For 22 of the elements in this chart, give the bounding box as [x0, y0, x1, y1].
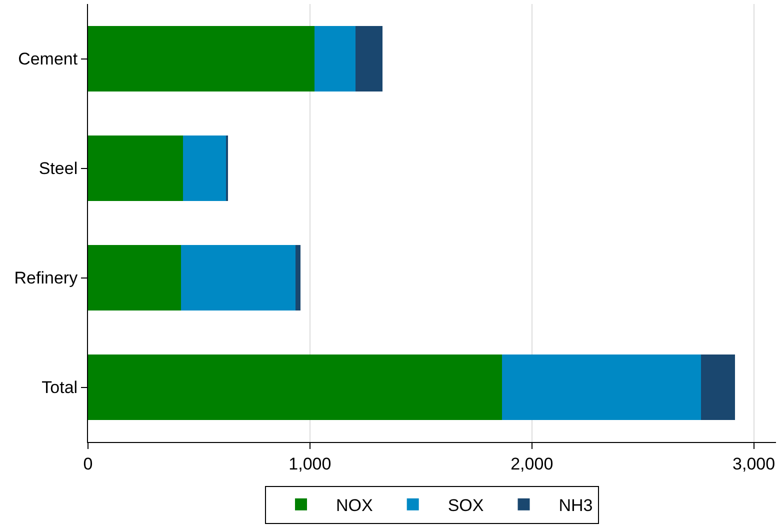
legend-label: NH3	[558, 496, 593, 515]
bar	[355, 26, 383, 92]
bar	[700, 354, 735, 420]
legend-label: NOX	[336, 496, 373, 515]
bar	[296, 244, 301, 311]
bar	[182, 135, 226, 202]
x-tick-label: 3,000	[732, 454, 776, 474]
bar	[88, 26, 314, 92]
bar	[180, 244, 296, 311]
y-tick-label: Total	[42, 378, 78, 398]
x-tick-label: 2,000	[510, 454, 554, 474]
bar	[88, 244, 181, 311]
y-tick-label: Cement	[18, 50, 78, 69]
bar	[314, 26, 356, 92]
x-tick-label: 0	[83, 454, 93, 474]
bar	[88, 354, 502, 420]
y-tick-label: Steel	[38, 159, 78, 178]
bar	[502, 354, 701, 420]
y-tick-label: Refinery	[14, 268, 78, 288]
bar	[88, 135, 183, 202]
x-tick-label: 1,000	[288, 454, 332, 474]
legend-label: SOX	[448, 496, 484, 515]
